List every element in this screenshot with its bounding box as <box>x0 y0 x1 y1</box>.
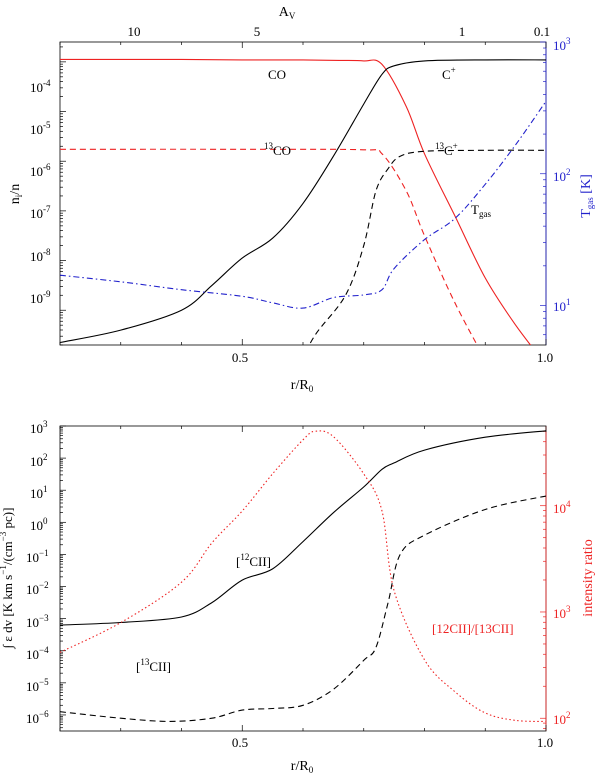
x-tick-label: 0.5 <box>232 735 248 750</box>
series-line--13cii- <box>60 495 546 722</box>
y-tick-label: 10−3 <box>26 613 49 630</box>
series-line-co <box>60 58 532 345</box>
right-tick-label: 102 <box>553 167 571 184</box>
x-tick-label: 1.0 <box>537 350 553 365</box>
y-tick-label: 10−1 <box>26 548 49 565</box>
right-axis-label: Tgas [K] <box>579 174 595 218</box>
y-tick-label: 101 <box>30 484 48 501</box>
series-line-13co <box>60 148 478 345</box>
right-tick-label: 103 <box>553 604 571 621</box>
x-tick-label: 1.0 <box>537 735 553 750</box>
right-tick-label: 102 <box>553 710 571 727</box>
y-axis-label: ∫ ε dv [K km s−1/(cm−3 pc)] <box>0 508 16 650</box>
y-tick-label: 10-5 <box>30 120 51 137</box>
x-axis-label: r/R0 <box>291 378 314 394</box>
top-panel: AV 10 5 1 0.1 10-4 10-5 10-6 10-7 10-8 1… <box>8 5 595 394</box>
series-line--12cii- <box>60 430 546 626</box>
y-tick-label: 103 <box>30 419 48 436</box>
top-axis-label: AV <box>279 5 296 21</box>
y-tick-label: 10-6 <box>30 162 51 179</box>
x-axis-label: r/R0 <box>291 759 314 775</box>
series-line-tgas <box>60 100 546 309</box>
right-tick-label: 104 <box>553 499 571 516</box>
annotation-ratio: [12CII]/[13CII] <box>432 621 514 636</box>
top-ticks <box>59 41 547 346</box>
right-axis-label: intensity ratio <box>581 539 596 616</box>
y-tick-label: 10-8 <box>30 247 51 264</box>
right-tick-label: 101 <box>553 297 571 314</box>
series-line--12cii-13cii- <box>60 430 546 722</box>
annotation-tgas: Tgas <box>471 202 491 219</box>
y-tick-label: 102 <box>30 452 48 469</box>
bottom-ticks <box>59 425 547 731</box>
top-axis-tick-label: 0.1 <box>534 24 550 39</box>
annotation-13cii: [13CII] <box>136 657 171 674</box>
y-tick-label: 10−4 <box>26 645 49 662</box>
annotation-13co: 13CO <box>264 141 291 158</box>
y-tick-label: 10-9 <box>30 289 51 306</box>
series-line-c- <box>60 59 546 344</box>
top-plot-frame <box>59 41 547 346</box>
annotation-12cii: [12CII] <box>236 552 271 569</box>
annotation-co: CO <box>268 67 286 82</box>
bottom-series <box>60 430 546 722</box>
y-tick-label: 10-7 <box>30 204 51 221</box>
top-series <box>60 58 546 345</box>
right-tick-label: 103 <box>553 36 571 53</box>
x-tick-label: 0.5 <box>232 350 248 365</box>
bottom-plot-frame <box>59 425 547 732</box>
top-axis-tick-label: 5 <box>254 24 261 39</box>
y-tick-label: 10−6 <box>26 709 49 726</box>
y-tick-label: 10-4 <box>30 78 51 95</box>
series-line-13c- <box>308 149 546 345</box>
y-axis-label: ni/n <box>8 184 24 204</box>
bottom-panel: 103 102 101 100 10−1 10−2 10−3 10−4 10−5… <box>0 419 596 775</box>
top-axis-tick-label: 1 <box>459 24 466 39</box>
annotation-13c-plus: 13C+ <box>435 141 458 158</box>
y-tick-label: 10−5 <box>26 677 49 694</box>
annotation-c-plus: C+ <box>442 65 456 82</box>
y-tick-label: 10−2 <box>26 580 49 597</box>
y-tick-label: 100 <box>30 516 48 533</box>
top-axis-tick-label: 10 <box>128 24 141 39</box>
